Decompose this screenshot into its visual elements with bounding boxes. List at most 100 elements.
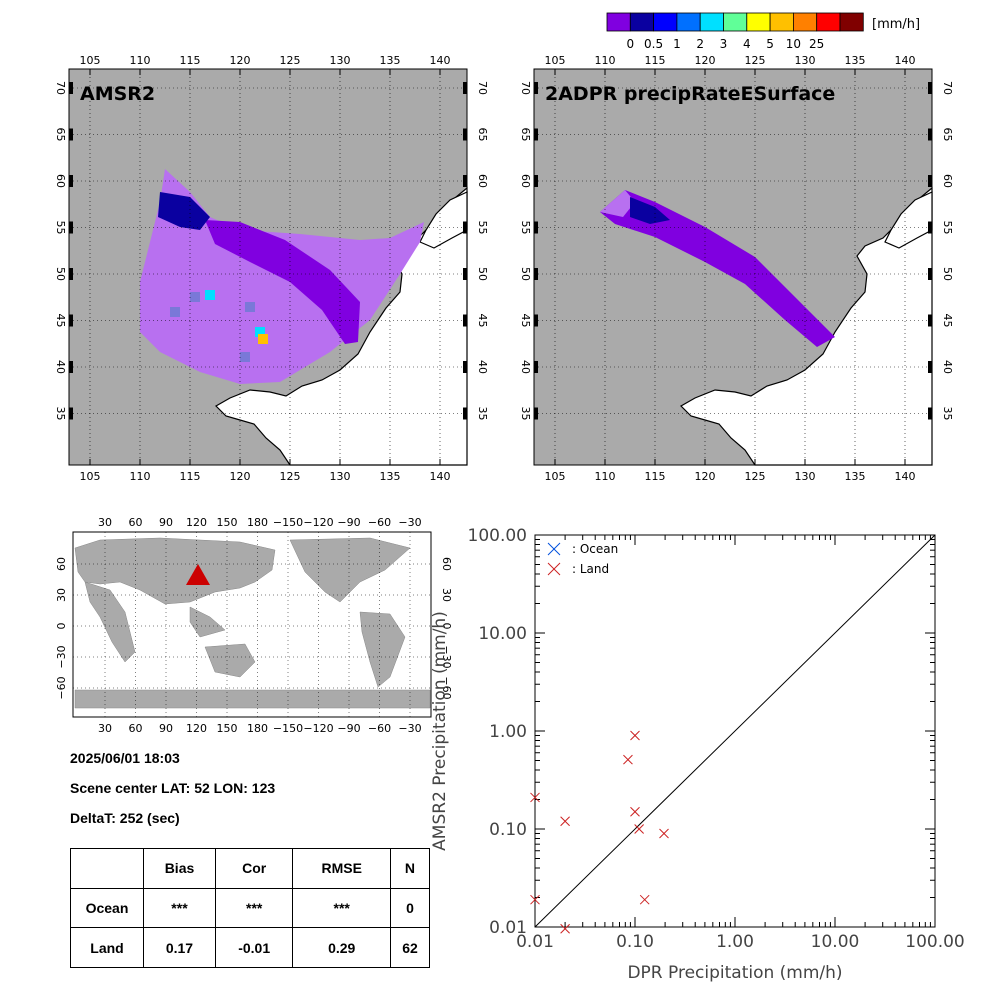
globe-continents bbox=[74, 537, 431, 709]
lon-tick-label-top: 110 bbox=[130, 54, 151, 67]
globe-lon-label-bottom: −90 bbox=[337, 722, 360, 735]
globe-lon-label-top: 150 bbox=[217, 516, 238, 529]
dpr-swath-edge bbox=[600, 190, 635, 217]
dpr-swath bbox=[600, 190, 835, 347]
globe-lat-label-right: −30 bbox=[440, 645, 453, 668]
lat-tick-label-left: 70 bbox=[519, 81, 532, 95]
lat-tick-label-left: 55 bbox=[519, 221, 532, 235]
data-point bbox=[630, 806, 640, 817]
dpr-map-panel: 105 105 110 110 115 115 120 120 125 125 130 130 135 1… bbox=[519, 54, 954, 483]
globe-lon-label-bottom: 30 bbox=[98, 722, 112, 735]
lat-tick-label-left: 35 bbox=[519, 407, 532, 421]
colorbar-swatch bbox=[746, 12, 771, 32]
lat-tick-label-right: 45 bbox=[476, 314, 489, 328]
data-point bbox=[530, 792, 540, 803]
legend-label: : Ocean bbox=[572, 542, 618, 556]
amsr2-dpr-swath bbox=[205, 220, 360, 344]
lat-tick-label-left: 40 bbox=[519, 360, 532, 374]
lon-tick-label-bottom: 120 bbox=[695, 470, 716, 483]
x-tick-label: 10.00 bbox=[811, 932, 860, 952]
scene-center: Scene center LAT: 52 LON: 123 bbox=[70, 780, 276, 796]
colorbar-tick-label: 3 bbox=[720, 37, 728, 51]
lat-tick-label-left: 60 bbox=[54, 174, 67, 188]
lon-tick-label-top: 120 bbox=[695, 54, 716, 67]
stats-header-row: Bias Cor RMSE N bbox=[70, 848, 431, 889]
lon-tick-label-top: 135 bbox=[380, 54, 401, 67]
scene-location-marker bbox=[186, 564, 210, 585]
dpr-heavy-precip-cluster bbox=[630, 197, 670, 224]
stats-bias: 0.17 bbox=[143, 927, 216, 968]
lat-tick-label-left: 45 bbox=[54, 314, 67, 328]
globe-lon-label-top: 180 bbox=[247, 516, 268, 529]
lat-tick-label-right: 50 bbox=[941, 267, 954, 281]
lon-tick-label-top: 115 bbox=[645, 54, 666, 67]
lon-tick-label-top: 130 bbox=[330, 54, 351, 67]
amsr2-title: AMSR2 bbox=[80, 83, 155, 105]
colorbar-tick-label: 4 bbox=[743, 37, 751, 51]
lon-tick-label-top: 140 bbox=[430, 54, 451, 67]
stats-cor: *** bbox=[214, 887, 294, 929]
colorbar-tick-label: 0.5 bbox=[644, 37, 663, 51]
colorbar: [mm/h] 0 0.5 1 2 3 4 5 10 25 bbox=[606, 12, 920, 51]
globe-lon-label-bottom: 90 bbox=[159, 722, 173, 735]
globe-lon-label-top: −60 bbox=[368, 516, 391, 529]
stats-row-label: Ocean bbox=[70, 887, 144, 929]
lat-tick-label-right: 35 bbox=[941, 407, 954, 421]
globe-lat-label-left: −60 bbox=[55, 676, 68, 699]
amsr2-precip-pixel bbox=[255, 327, 265, 337]
colorbar-swatch bbox=[769, 12, 794, 32]
colorbar-swatch bbox=[606, 12, 631, 32]
globe-lon-label-bottom: −120 bbox=[303, 722, 333, 735]
globe-lon-label-top: 60 bbox=[129, 516, 143, 529]
amsr2-precip-pixel bbox=[205, 290, 215, 300]
scene-datetime: 2025/06/01 18:03 bbox=[70, 750, 180, 766]
y-axis-label: AMSR2 Precipitation (mm/h) bbox=[430, 611, 450, 851]
stats-n: 0 bbox=[389, 887, 431, 929]
amsr2-precip-pixel bbox=[258, 334, 268, 344]
lon-tick-label-bottom: 140 bbox=[430, 470, 451, 483]
legend-marker bbox=[547, 562, 561, 576]
x-axis-label: DPR Precipitation (mm/h) bbox=[627, 963, 842, 983]
lon-tick-label-bottom: 125 bbox=[280, 470, 301, 483]
lat-tick-label-right: 70 bbox=[476, 81, 489, 95]
amsr2-precip-pixel bbox=[190, 292, 200, 302]
lon-tick-label-bottom: 135 bbox=[380, 470, 401, 483]
lon-tick-label-top: 105 bbox=[80, 54, 101, 67]
globe-lon-label-bottom: −150 bbox=[273, 722, 303, 735]
data-point bbox=[560, 923, 570, 934]
lon-tick-label-bottom: 140 bbox=[895, 470, 916, 483]
x-tick-label: 0.01 bbox=[516, 932, 554, 952]
stats-n: 62 bbox=[389, 927, 431, 968]
legend-marker bbox=[547, 542, 561, 556]
globe-lon-label-bottom: 180 bbox=[247, 722, 268, 735]
amsr2-heavy-precip-cluster bbox=[158, 192, 210, 230]
lat-tick-label-right: 70 bbox=[941, 81, 954, 95]
colorbar-tick-label: 2 bbox=[696, 37, 704, 51]
lat-tick-label-right: 65 bbox=[941, 128, 954, 142]
colorbar-swatch bbox=[792, 12, 818, 32]
colorbar-swatch bbox=[699, 12, 724, 32]
colorbar-swatch bbox=[676, 12, 701, 32]
y-tick-label: 0.10 bbox=[489, 820, 527, 840]
lon-tick-label-top: 130 bbox=[795, 54, 816, 67]
colorbar-tick-label: 1 bbox=[673, 37, 681, 51]
stats-row-ocean: Ocean *** *** *** 0 bbox=[70, 887, 431, 929]
lat-tick-label-left: 45 bbox=[519, 314, 532, 328]
lon-tick-label-bottom: 120 bbox=[230, 470, 251, 483]
one-to-one-line bbox=[534, 534, 936, 928]
stats-row-land: Land 0.17 -0.01 0.29 62 bbox=[70, 927, 431, 968]
globe-lon-label-bottom: −60 bbox=[368, 722, 391, 735]
lon-tick-label-top: 110 bbox=[595, 54, 616, 67]
globe-lon-label-bottom: 60 bbox=[129, 722, 143, 735]
globe-lat-label-right: 60 bbox=[440, 557, 453, 571]
lon-tick-label-top: 140 bbox=[895, 54, 916, 67]
data-point bbox=[560, 816, 570, 827]
stats-header-bias: Bias bbox=[143, 848, 216, 889]
lat-tick-label-right: 35 bbox=[476, 407, 489, 421]
lon-tick-label-bottom: 115 bbox=[645, 470, 666, 483]
stats-bias: *** bbox=[143, 887, 216, 929]
globe-lat-label-left: 30 bbox=[55, 588, 68, 602]
lon-tick-label-top: 105 bbox=[545, 54, 566, 67]
lat-tick-label-right: 65 bbox=[476, 128, 489, 142]
stats-header-rmse: RMSE bbox=[292, 848, 391, 889]
